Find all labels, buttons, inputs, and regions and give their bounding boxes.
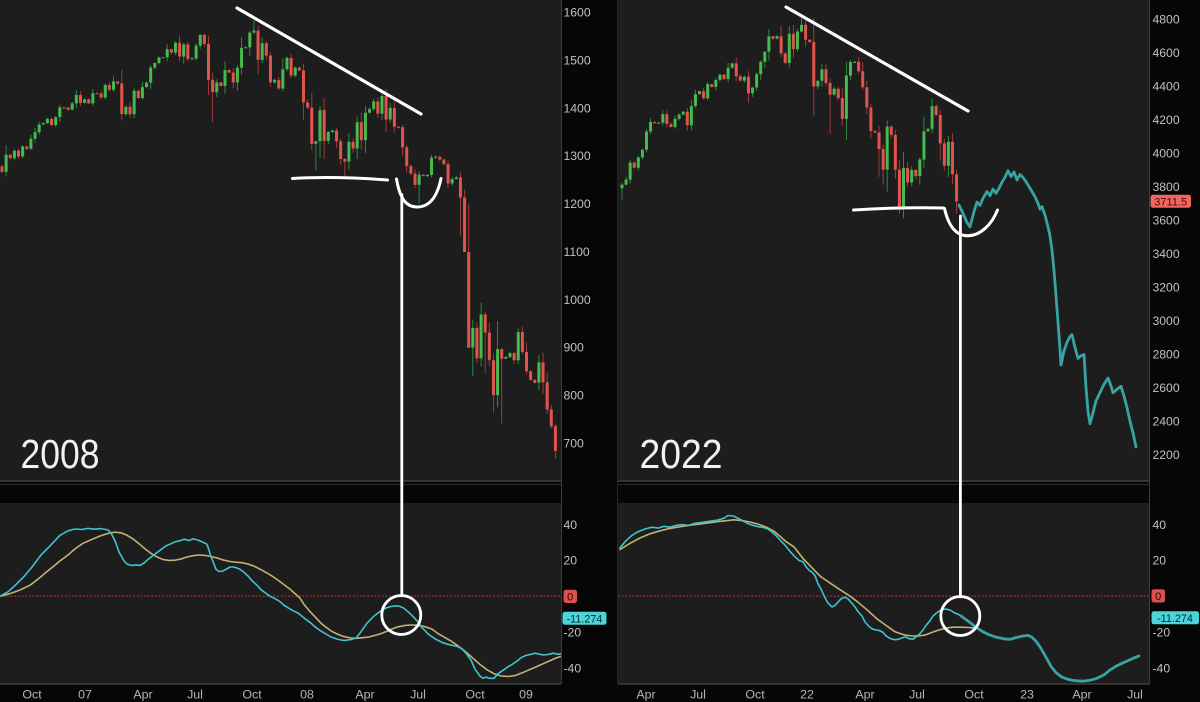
svg-text:Apr: Apr [355,688,374,702]
svg-text:Oct: Oct [745,688,765,702]
svg-text:20: 20 [1153,554,1167,568]
svg-text:1200: 1200 [564,197,591,211]
svg-text:4200: 4200 [1153,113,1180,127]
svg-text:-40: -40 [564,661,582,675]
svg-text:20: 20 [564,554,578,568]
svg-text:3400: 3400 [1153,247,1180,261]
svg-text:Apr: Apr [855,688,874,702]
svg-text:40: 40 [564,518,578,532]
svg-text:-20: -20 [564,626,582,640]
svg-text:3200: 3200 [1153,280,1180,294]
svg-text:900: 900 [564,341,585,355]
svg-text:800: 800 [564,389,585,403]
svg-text:-40: -40 [1153,661,1171,675]
svg-text:09: 09 [519,688,533,702]
svg-text:08: 08 [300,688,314,702]
svg-text:2400: 2400 [1153,414,1180,428]
svg-text:Oct: Oct [22,688,42,702]
svg-text:0: 0 [1155,591,1161,603]
svg-text:1600: 1600 [564,6,591,20]
svg-text:Jul: Jul [410,688,426,702]
svg-text:700: 700 [564,436,585,450]
svg-text:07: 07 [78,688,92,702]
svg-text:0: 0 [567,591,573,603]
svg-text:4400: 4400 [1153,79,1180,93]
svg-text:Apr: Apr [1072,688,1091,702]
svg-text:Apr: Apr [636,688,655,702]
svg-text:Jul: Jul [909,688,925,702]
svg-text:Oct: Oct [242,688,262,702]
svg-text:3600: 3600 [1153,213,1180,227]
svg-text:3711.5: 3711.5 [1154,196,1187,208]
svg-text:3800: 3800 [1153,180,1180,194]
svg-text:1300: 1300 [564,149,591,163]
svg-text:Oct: Oct [964,688,984,702]
svg-text:Jul: Jul [690,688,706,702]
svg-text:Jul: Jul [187,688,203,702]
svg-text:1400: 1400 [564,101,591,115]
svg-text:4000: 4000 [1153,146,1180,160]
svg-text:-11.274: -11.274 [567,613,603,625]
svg-text:Oct: Oct [465,688,485,702]
svg-text:1000: 1000 [564,293,591,307]
svg-text:2600: 2600 [1153,381,1180,395]
svg-text:-11.274: -11.274 [1157,613,1193,625]
svg-text:1100: 1100 [564,245,590,259]
svg-text:40: 40 [1153,518,1167,532]
svg-text:1500: 1500 [564,54,591,68]
svg-text:2200: 2200 [1153,448,1180,462]
svg-text:22: 22 [800,688,814,702]
svg-text:Apr: Apr [133,688,152,702]
svg-text:2022: 2022 [640,431,723,477]
svg-text:2008: 2008 [21,431,100,477]
svg-text:4600: 4600 [1153,46,1180,60]
svg-text:3000: 3000 [1153,314,1180,328]
svg-text:-20: -20 [1153,626,1171,640]
svg-text:2800: 2800 [1153,347,1180,361]
svg-text:23: 23 [1020,688,1034,702]
svg-text:Jul: Jul [1127,688,1143,702]
svg-text:4800: 4800 [1153,12,1180,26]
